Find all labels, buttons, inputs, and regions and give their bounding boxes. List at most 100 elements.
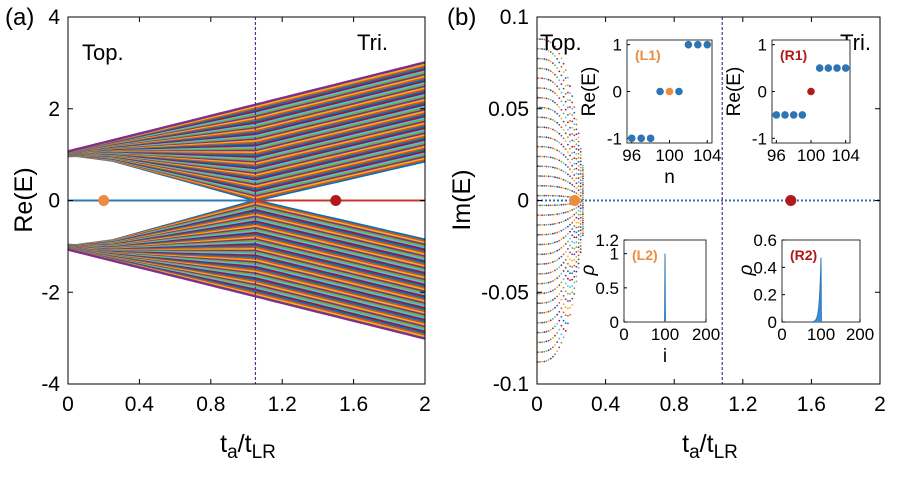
b-eigen-dot <box>556 332 559 334</box>
b-eigen-dot <box>577 234 580 236</box>
b-eigen-dot <box>577 258 580 261</box>
b-eigen-dot <box>573 236 576 239</box>
a-ytick-label: -4 <box>41 373 60 396</box>
inset-R1-tag: (R1) <box>780 47 807 63</box>
b-eigen-dot <box>545 194 548 197</box>
b-eigen-dot <box>541 97 543 99</box>
inset-L2-xtick-label: 0 <box>619 325 628 344</box>
b-eigen-dot <box>560 247 563 249</box>
inset-R1-ytick-label: 0 <box>758 83 767 102</box>
b-eigen-dot <box>567 128 569 131</box>
b-eigen-dot <box>573 253 576 256</box>
b-eigen-dot <box>545 185 548 187</box>
b-eigen-dot <box>545 243 548 246</box>
b-eigen-dot <box>552 185 554 188</box>
b-eigen-dot <box>554 241 556 244</box>
b-eigen-dot <box>539 165 541 168</box>
b-eigen-dot <box>575 265 578 268</box>
b-eigen-dot <box>582 228 584 230</box>
inset-L1-point <box>684 40 693 49</box>
b-eigen-dot <box>549 338 552 341</box>
b-eigen-dot <box>547 359 550 361</box>
b-xtick-label: 1.2 <box>728 393 757 416</box>
b-eigen-dot <box>560 324 563 327</box>
b-eigen-dot <box>547 78 550 81</box>
b-eigen-dot <box>564 203 567 206</box>
b-eigen-dot <box>556 48 559 51</box>
b-eigen-dot <box>560 221 563 224</box>
b-eigen-dot <box>552 138 554 140</box>
b-eigen-dot <box>560 126 563 129</box>
b-eigen-dot <box>539 302 541 305</box>
b-eigen-dot <box>579 179 582 182</box>
b-eigen-dot <box>556 103 559 106</box>
b-eigen-dot <box>539 155 541 158</box>
b-eigen-dot <box>558 168 561 171</box>
b-eigen-dot <box>579 169 582 172</box>
b-eigen-dot <box>567 203 569 206</box>
b-eigen-dot <box>571 285 574 287</box>
b-eigen-dot <box>547 320 550 323</box>
b-eigen-dot <box>545 126 548 129</box>
b-eigen-dot <box>571 171 574 173</box>
inset-L1-point <box>694 40 702 49</box>
b-eigen-dot <box>562 295 565 297</box>
b-eigen-dot <box>558 79 561 82</box>
b-eigen-dot <box>569 237 571 240</box>
b-eigen-dot <box>560 178 563 180</box>
b-eigen-dot <box>567 315 569 317</box>
b-eigen-dot <box>571 221 574 224</box>
b-eigen-dot <box>549 127 552 130</box>
b-eigen-dot <box>579 160 582 163</box>
b-eigen-dot <box>573 191 576 193</box>
inset-R2-xtick-label: 100 <box>807 325 835 344</box>
b-eigen-dot <box>547 214 550 216</box>
b-eigen-dot <box>564 290 567 293</box>
b-eigen-dot <box>543 331 546 334</box>
b-xtick-label: 1.6 <box>797 393 826 416</box>
b-eigen-dot <box>562 311 565 314</box>
inset-L1-ytick-label: 1 <box>613 36 622 55</box>
b-eigen-dot <box>556 295 559 298</box>
b-eigen-dot <box>569 210 571 212</box>
b-eigen-dot <box>571 114 574 116</box>
b-eigen-dot <box>543 106 546 109</box>
b-eigen-dot <box>582 202 584 205</box>
b-eigen-dot <box>579 201 582 204</box>
inset-L2-ytick-label: 0 <box>610 313 619 332</box>
b-eigen-dot <box>569 147 571 150</box>
b-eigen-dot <box>558 61 561 64</box>
inset-R1-point <box>815 64 824 72</box>
b-eigen-dot <box>571 101 574 104</box>
b-eigen-dot <box>545 360 548 362</box>
b-eigen-dot <box>547 291 550 294</box>
b-eigen-dot <box>547 98 550 100</box>
b-eigen-dot <box>541 263 543 265</box>
b-eigen-dot <box>579 166 582 169</box>
b-eigen-dot <box>567 106 569 109</box>
inset-L1-point <box>665 87 674 96</box>
b-eigen-dot <box>545 272 548 275</box>
b-tick-marks <box>536 16 881 385</box>
b-eigen-dot <box>562 87 565 90</box>
b-eigen-dot <box>567 166 569 168</box>
b-eigen-dot <box>547 330 550 332</box>
b-eigen-dot <box>582 181 584 184</box>
b-eigen-dot <box>564 266 567 269</box>
b-eigen-dot <box>539 214 541 217</box>
b-eigen-dot <box>545 253 548 255</box>
b-eigen-dot <box>558 123 561 126</box>
b-eigen-dot <box>543 341 546 343</box>
b-eigen-dot <box>573 174 576 176</box>
b-eigen-dot <box>558 97 561 99</box>
inset-L2-xtick-label: 100 <box>651 325 679 344</box>
b-eigen-dot <box>571 234 574 237</box>
b-eigen-dot <box>579 182 582 185</box>
b-eigen-dot <box>552 280 554 282</box>
b-eigen-dot <box>539 194 541 197</box>
b-eigen-dot <box>539 184 541 187</box>
b-eigen-dot <box>573 140 576 143</box>
b-eigen-dot <box>571 164 574 167</box>
panel-a: 0 0.4 0.8 1.2 1.6 2 -4 -2 0 2 4 (a) Top. Tri. Re(E… <box>5 4 431 463</box>
